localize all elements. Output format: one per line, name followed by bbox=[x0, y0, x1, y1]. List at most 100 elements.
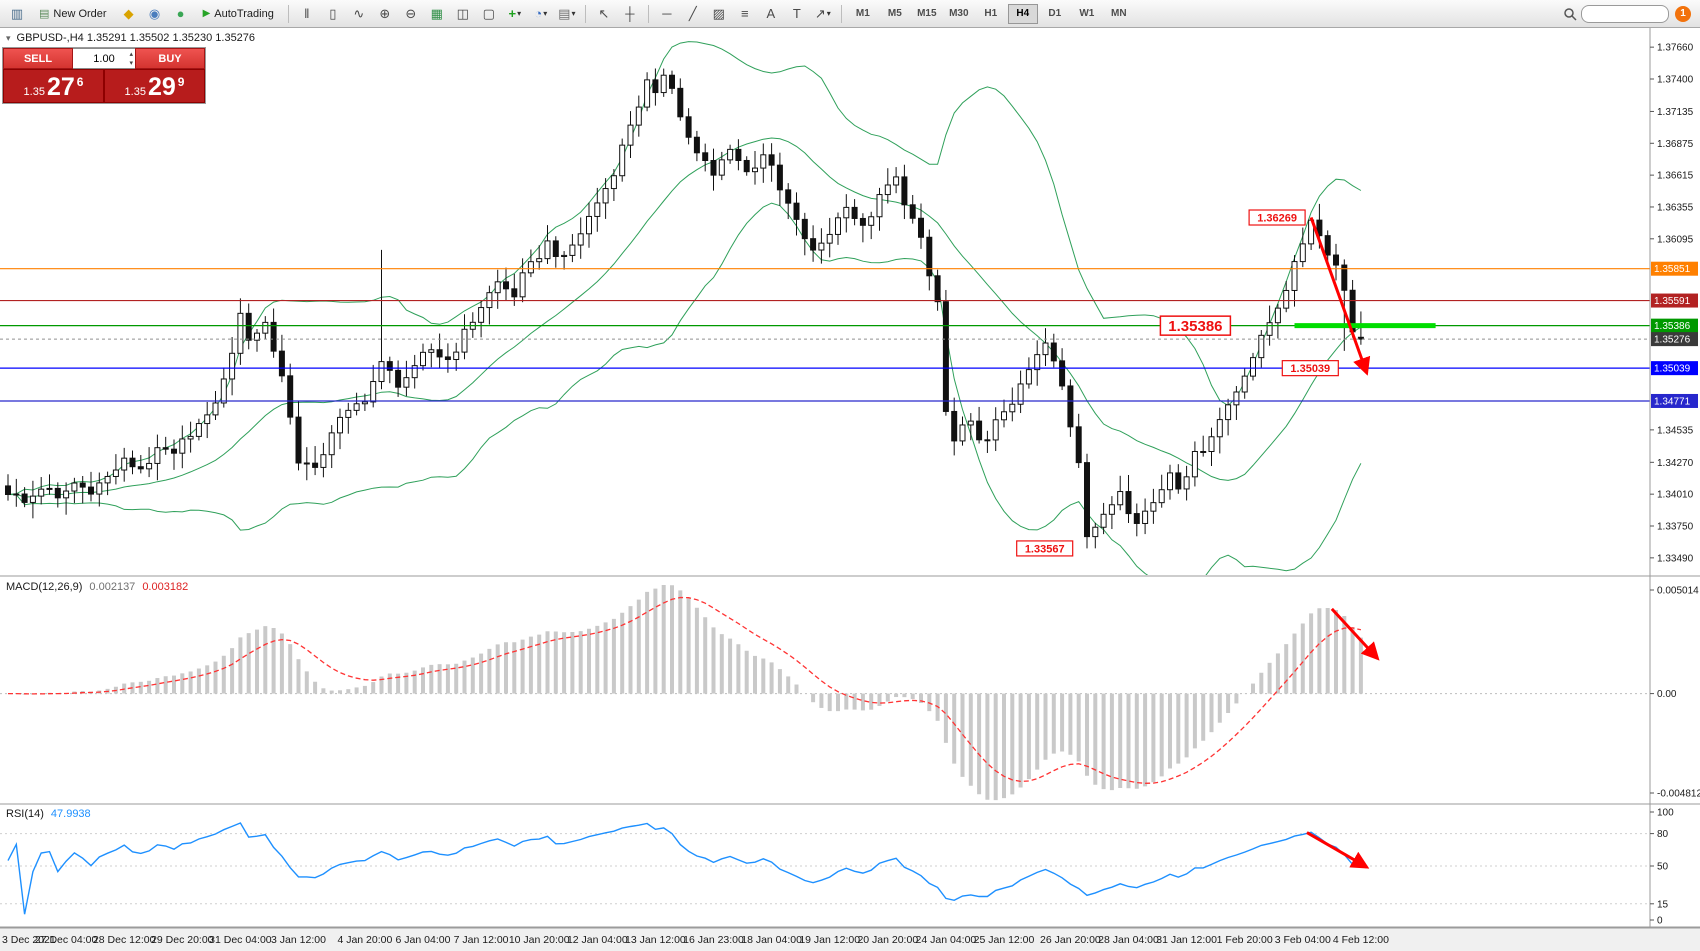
draw-object-buttons: ─ ╱ ▨ ≡ A T ↗ ▾ bbox=[655, 3, 835, 25]
timeframe-h1[interactable]: H1 bbox=[984, 8, 998, 19]
svg-text:28 Jan 04:00: 28 Jan 04:00 bbox=[1098, 934, 1159, 946]
svg-text:3 Feb 04:00: 3 Feb 04:00 bbox=[1275, 934, 1331, 946]
bar-chart-icon[interactable]: ‖ bbox=[304, 6, 310, 21]
candles-series bbox=[5, 68, 1364, 549]
search-icon bbox=[1563, 7, 1577, 21]
mql5-community-icon[interactable]: ◉ bbox=[148, 5, 161, 21]
buy-button[interactable]: BUY bbox=[135, 48, 205, 69]
main-toolbar: ▥ ▤ New Order ◆ ◉ ● ▶ AutoTrading ‖ ▯ ∿ ⊕ ⊖ ▦… bbox=[0, 0, 1700, 28]
new-order-icon: ▤ bbox=[39, 8, 50, 20]
trendline-icon[interactable]: ╱ bbox=[688, 5, 697, 21]
buy-price-big: 29 bbox=[147, 73, 176, 101]
symbol-ohlc-text: GBPUSD-,H4 1.35291 1.35502 1.35230 1.352… bbox=[16, 32, 256, 44]
svg-text:1.34010: 1.34010 bbox=[1657, 490, 1694, 501]
trend-arrow-macd[interactable] bbox=[1330, 607, 1380, 661]
price-callout-box[interactable] bbox=[1159, 315, 1232, 336]
price-callout-box[interactable] bbox=[1016, 540, 1074, 557]
market-icon[interactable]: ● bbox=[176, 6, 185, 21]
text-icon[interactable]: A bbox=[766, 6, 776, 21]
new-chart-icon[interactable]: ▥ bbox=[10, 5, 24, 21]
toolbar-search-input[interactable] bbox=[1581, 4, 1669, 23]
timeframe-m1[interactable]: M1 bbox=[855, 8, 870, 19]
arrows-icon[interactable]: ↗ ▾ bbox=[814, 5, 831, 21]
timeframe-m15[interactable]: M15 bbox=[917, 8, 937, 19]
buy-price-sup: 9 bbox=[177, 75, 185, 89]
macd-scale[interactable]: 0.005014 0.00 -0.004812 bbox=[1650, 586, 1700, 800]
svg-text:0.00: 0.00 bbox=[1657, 689, 1677, 700]
svg-text:26 Jan 20:00: 26 Jan 20:00 bbox=[1040, 934, 1101, 946]
label-icon[interactable]: T bbox=[792, 6, 801, 21]
svg-text:1.34535: 1.34535 bbox=[1657, 425, 1694, 436]
timeframe-w1[interactable]: W1 bbox=[1079, 8, 1095, 19]
sell-price-big: 27 bbox=[46, 73, 75, 101]
sell-price-prefix: 1.35 bbox=[23, 86, 45, 98]
new-order-button[interactable]: ▤ New Order bbox=[31, 3, 115, 25]
svg-text:-0.004812: -0.004812 bbox=[1657, 789, 1700, 800]
svg-text:1.36615: 1.36615 bbox=[1657, 171, 1694, 182]
zoom-buttons: ⊕ ⊖ bbox=[373, 3, 423, 25]
svg-text:31 Jan 12:00: 31 Jan 12:00 bbox=[1156, 934, 1217, 946]
notification-badge[interactable]: 1 bbox=[1675, 5, 1691, 22]
sell-price-display[interactable]: 1.35 27 6 bbox=[3, 69, 104, 103]
volume-up-icon[interactable]: ▴ bbox=[129, 51, 133, 58]
horizontal-line-icon[interactable]: ─ bbox=[662, 6, 672, 21]
metaeditor-icon[interactable]: ◆ bbox=[123, 5, 134, 21]
svg-text:29 Dec 20:00: 29 Dec 20:00 bbox=[151, 934, 214, 946]
svg-text:1.35386: 1.35386 bbox=[1168, 318, 1222, 335]
price-callout-box[interactable] bbox=[1281, 360, 1339, 377]
period-icon[interactable]: ◔ ▾ bbox=[534, 6, 548, 21]
svg-text:4 Jan 20:00: 4 Jan 20:00 bbox=[337, 934, 392, 946]
macd-histogram bbox=[14, 585, 1363, 801]
crosshair-icon[interactable]: ┼ bbox=[625, 6, 635, 21]
cursor-buttons: ↖ ┼ bbox=[592, 3, 642, 25]
volume-value: 1.00 bbox=[93, 52, 115, 65]
sell-button[interactable]: SELL bbox=[3, 48, 73, 69]
timeframe-h4[interactable]: H4 bbox=[1007, 3, 1038, 24]
buy-price-display[interactable]: 1.35 29 9 bbox=[104, 69, 205, 103]
candlestick-chart-icon[interactable]: ▯ bbox=[329, 5, 337, 21]
svg-text:1.37660: 1.37660 bbox=[1657, 43, 1694, 54]
trend-arrow-rsi[interactable] bbox=[1306, 831, 1370, 869]
price-tag-1.35851 bbox=[1651, 261, 1698, 276]
svg-text:3 Dec 2021: 3 Dec 2021 bbox=[2, 934, 56, 946]
zoom-in-icon[interactable]: ⊕ bbox=[379, 5, 391, 21]
chart-symbol-icon[interactable]: ▾ bbox=[6, 32, 11, 43]
svg-text:31 Dec 04:00: 31 Dec 04:00 bbox=[209, 934, 272, 946]
add-indicator-icon[interactable]: + ▾ bbox=[508, 6, 522, 21]
timeframe-m30[interactable]: M30 bbox=[949, 8, 969, 19]
equidistant-channel-icon[interactable]: ▨ bbox=[712, 5, 725, 21]
cursor-icon[interactable]: ↖ bbox=[598, 5, 610, 21]
price-scale[interactable]: 1.37660 1.37400 1.37135 1.36875 1.36615 1.363… bbox=[1650, 43, 1698, 565]
svg-text:1.36269: 1.36269 bbox=[1257, 212, 1297, 224]
dock-window-icon[interactable]: ▢ bbox=[482, 5, 495, 21]
tile-windows-icon[interactable]: ▦ bbox=[430, 5, 443, 21]
timeframe-buttons: M1 M5 M15 M30 H1 H4 D1 W1 MN bbox=[848, 3, 1134, 24]
timeframe-mn[interactable]: MN bbox=[1111, 8, 1127, 19]
arrange-windows-icon[interactable]: ◫ bbox=[456, 5, 469, 21]
autotrading-button[interactable]: ▶ AutoTrading bbox=[195, 3, 282, 25]
volume-field[interactable]: 1.00 ▴ ▾ bbox=[73, 48, 135, 69]
trend-arrow-main[interactable] bbox=[1309, 216, 1371, 376]
zoom-out-icon[interactable]: ⊖ bbox=[405, 5, 417, 21]
svg-text:1.35276: 1.35276 bbox=[1654, 335, 1691, 346]
svg-text:4 Feb 12:00: 4 Feb 12:00 bbox=[1333, 934, 1389, 946]
svg-text:15: 15 bbox=[1657, 899, 1669, 910]
macd-main-value: 0.002137 bbox=[89, 581, 136, 593]
timeframe-m5[interactable]: M5 bbox=[887, 8, 902, 19]
svg-text:18 Jan 04:00: 18 Jan 04:00 bbox=[741, 934, 802, 946]
rsi-line bbox=[7, 822, 1362, 915]
price-callout-box[interactable] bbox=[1248, 209, 1306, 226]
svg-text:1.34771: 1.34771 bbox=[1654, 396, 1691, 407]
rsi-scale[interactable]: 100 80 50 15 0 bbox=[1650, 808, 1674, 927]
svg-text:25 Jan 12:00: 25 Jan 12:00 bbox=[974, 934, 1035, 946]
line-chart-icon[interactable]: ∿ bbox=[353, 5, 365, 21]
volume-down-icon[interactable]: ▾ bbox=[129, 60, 133, 67]
fibonacci-icon[interactable]: ≡ bbox=[741, 6, 749, 21]
timeframe-d1[interactable]: D1 bbox=[1048, 8, 1062, 19]
sell-price-sup: 6 bbox=[76, 75, 84, 89]
svg-text:50: 50 bbox=[1657, 862, 1669, 873]
template-icon[interactable]: ▤ ▾ bbox=[558, 5, 576, 21]
